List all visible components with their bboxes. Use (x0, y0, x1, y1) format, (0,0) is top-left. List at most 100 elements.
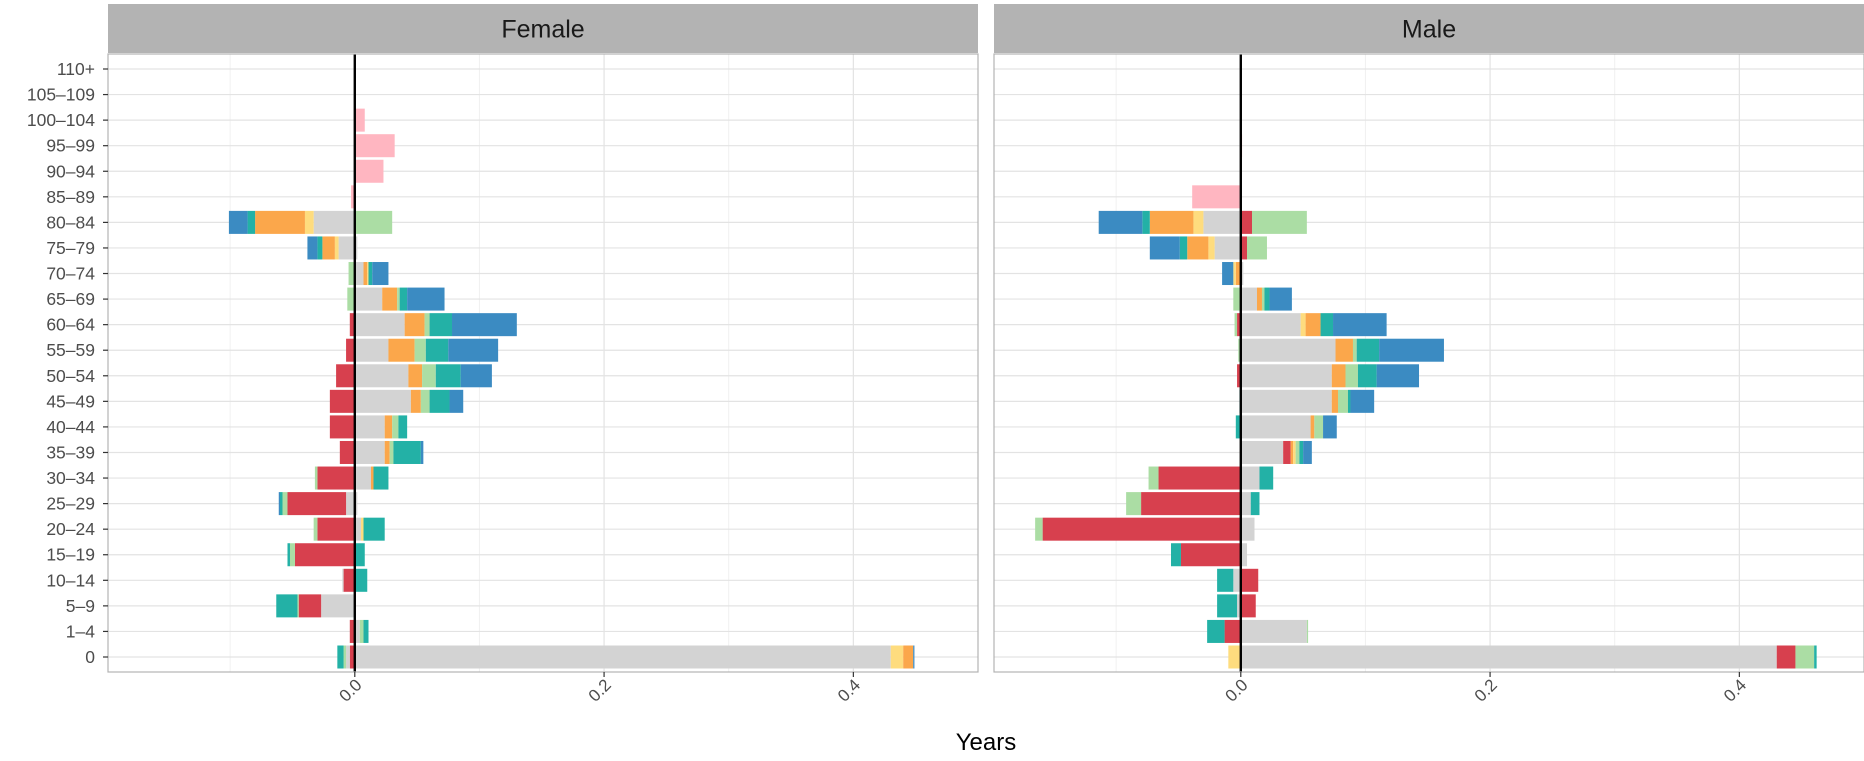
bar-segment (297, 594, 299, 618)
bar-segment (347, 287, 355, 311)
bar-segment (346, 338, 355, 362)
bar-segment (1323, 415, 1337, 439)
facet-label: Female (501, 16, 584, 44)
bar-segment (329, 415, 355, 439)
bar-segment (1042, 517, 1241, 541)
bar-segment (397, 287, 400, 311)
bar-segment (1335, 338, 1353, 362)
bar-segment (1098, 210, 1143, 234)
y-tick-label: 80–84 (46, 212, 95, 232)
bar-segment (1240, 313, 1301, 337)
bar-segment (1352, 338, 1357, 362)
bar-segment (1240, 389, 1332, 413)
bar-segment (1240, 364, 1332, 388)
bar-segment (1303, 440, 1312, 464)
bar-segment (354, 338, 389, 362)
bar-segment (247, 210, 256, 234)
bar-segment (372, 262, 389, 286)
bar-segment (435, 364, 461, 388)
bar-segment (404, 313, 425, 337)
y-tick-label: 70–74 (46, 264, 95, 284)
facet-strip-0 (108, 4, 978, 53)
facet-label: Male (1402, 16, 1456, 44)
y-tick-label: 110+ (57, 59, 95, 79)
bar-segment (1240, 492, 1251, 516)
y-tick-label: 15–19 (46, 545, 95, 565)
bar-segment (321, 594, 355, 618)
x-tick-label: 0.2 (585, 675, 615, 705)
y-tick-label: 55–59 (46, 340, 95, 360)
bar-segment (890, 645, 904, 669)
bar-segment (1269, 287, 1292, 311)
bar-segment (354, 492, 358, 516)
bar-segment (1222, 262, 1234, 286)
y-tick-label: 85–89 (46, 187, 95, 207)
bar-segment (429, 389, 450, 413)
bar-segment (367, 262, 369, 286)
bar-segment (280, 492, 283, 516)
bar-segment (384, 415, 393, 439)
bar-segment (1237, 364, 1241, 388)
bar-segment (1357, 364, 1377, 388)
bar-segment (1180, 543, 1241, 567)
bar-segment (1170, 543, 1181, 567)
bar-segment (1224, 619, 1241, 643)
bar-segment (370, 466, 374, 490)
bar-segment (1338, 389, 1348, 413)
bar-segment (913, 645, 915, 669)
bar-segment (425, 338, 449, 362)
bar-segment (903, 645, 914, 669)
bar-segment (1203, 210, 1241, 234)
bar-segment (420, 440, 424, 464)
bar-segment (1331, 364, 1346, 388)
bar-segment (354, 108, 365, 132)
bar-segment (1208, 236, 1215, 260)
bar-segment (1148, 466, 1159, 490)
bar-segment (1333, 313, 1387, 337)
bar-segment (1247, 236, 1267, 260)
bar-segment (338, 236, 355, 260)
bar-segment (1331, 389, 1339, 413)
bar-segment (336, 364, 355, 388)
bar-segment (1320, 313, 1334, 337)
bar-segment (298, 594, 322, 618)
bar-segment (424, 313, 430, 337)
bar-segment (1259, 466, 1274, 490)
bar-segment (346, 645, 350, 669)
bar-segment (354, 134, 395, 158)
bar-segment (228, 210, 248, 234)
bar-segment (363, 619, 369, 643)
y-tick-label: 25–29 (46, 494, 95, 514)
y-tick-label: 105–109 (27, 85, 95, 105)
y-tick-label: 90–94 (46, 161, 95, 181)
bar-segment (287, 492, 347, 516)
bar-segment (354, 645, 891, 669)
bar-segment (354, 262, 364, 286)
bar-segment (1300, 313, 1306, 337)
bar-segment (1235, 415, 1241, 439)
y-tick-label: 20–24 (46, 519, 95, 539)
bar-segment (1179, 236, 1188, 260)
bar-segment (448, 338, 499, 362)
bar-segment (1149, 236, 1180, 260)
bar-segment (354, 466, 371, 490)
y-tick-label: 10–14 (46, 570, 95, 590)
bar-segment (420, 389, 430, 413)
bar-segment (363, 517, 385, 541)
bar-segment (1235, 262, 1241, 286)
bar-segment (1237, 594, 1241, 618)
bar-segment (354, 440, 385, 464)
bar-segment (1193, 210, 1204, 234)
bar-segment (382, 287, 398, 311)
bar-segment (368, 262, 373, 286)
x-tick-label: 0.0 (335, 675, 365, 705)
bar-segment (407, 287, 445, 311)
y-tick-label: 75–79 (46, 238, 95, 258)
bar-segment (354, 517, 362, 541)
bar-segment (317, 466, 355, 490)
y-tick-label: 50–54 (46, 366, 95, 386)
bar-segment (1295, 440, 1300, 464)
bar-segment (1035, 517, 1043, 541)
bar-segment (354, 568, 368, 592)
